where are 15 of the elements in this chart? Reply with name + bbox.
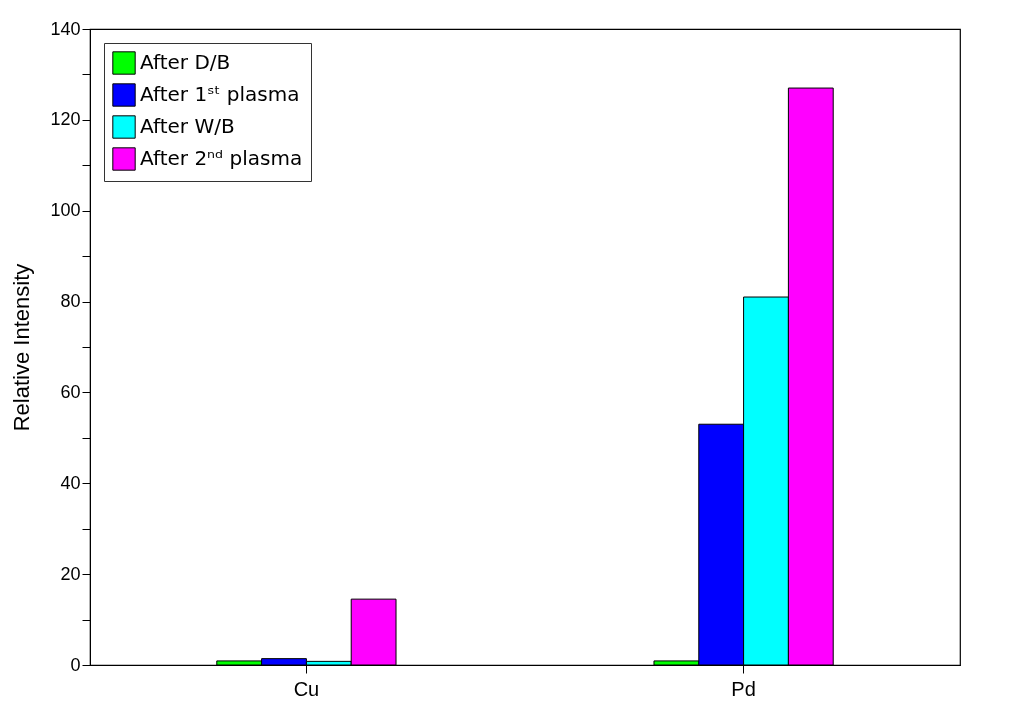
legend-label: After 2ⁿᵈ plasma [140,146,303,170]
y-tick-label: 80 [60,291,81,312]
x-tick-label: Cu [293,677,320,700]
legend-label: After D/B [140,50,231,74]
y-tick-label: 60 [60,381,81,402]
legend-label: After W/B [140,114,235,138]
y-tick-label: 40 [60,472,81,493]
y-tick-label: 0 [70,654,81,675]
y-tick-label: 140 [50,18,81,39]
y-tick-label: 100 [50,200,81,221]
x-tick-label: Pd [731,677,756,700]
y-axis-title: Relative Intensity [9,263,35,432]
y-tick-label: 20 [60,563,81,584]
y-tick-label: 120 [50,109,81,130]
legend-label: After 1ˢᵗ plasma [140,82,300,106]
